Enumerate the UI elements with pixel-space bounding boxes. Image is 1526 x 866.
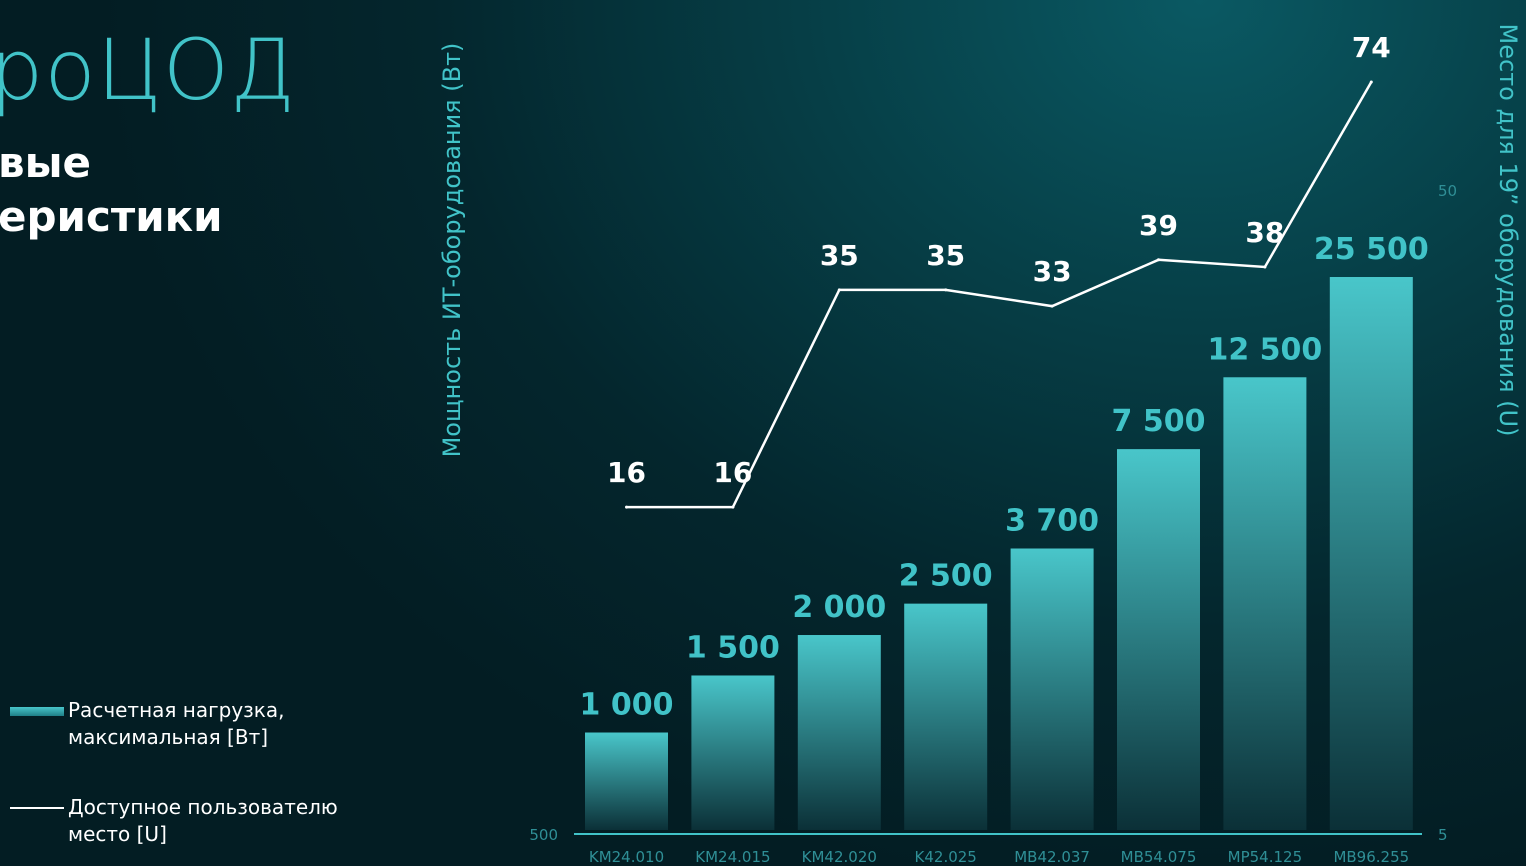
bar-value-label: 25 500 — [1314, 232, 1429, 267]
line-point — [1263, 265, 1267, 269]
y-right-tick-label: 5 — [1438, 826, 1448, 844]
bar-MB42.037 — [1010, 548, 1094, 830]
line-value-label: 39 — [1139, 209, 1178, 242]
line-value-label: 74 — [1352, 31, 1391, 64]
x-tick-label: KM24.015 — [695, 848, 770, 866]
legend-bar-swatch — [10, 707, 64, 716]
line-value-label: 16 — [713, 456, 752, 489]
legend-load-line-2: максимальная [Вт] — [68, 725, 269, 749]
x-tick-label: MB42.037 — [1014, 848, 1090, 866]
line-value-label: 35 — [820, 239, 859, 272]
bar-MB96.255 — [1329, 277, 1413, 830]
line-point — [1050, 304, 1054, 308]
legend-space-line-1: Доступное пользователю — [68, 795, 338, 819]
bar-value-label: 12 500 — [1207, 332, 1322, 367]
line-point — [625, 505, 628, 509]
bar-value-label: 1 500 — [686, 630, 780, 665]
bar-value-label: 2 500 — [899, 559, 993, 594]
legend-space-line-2: место [U] — [68, 822, 167, 846]
subtitle-line-2: еристики — [0, 192, 223, 241]
line-point — [1369, 80, 1373, 84]
bar-K42.025 — [904, 603, 988, 830]
bar-value-label: 7 500 — [1112, 404, 1206, 439]
legend-load-text: Расчетная нагрузка, максимальная [Вт] — [68, 697, 285, 751]
y-right-tick-label: 50 — [1438, 182, 1457, 200]
bar-MB54.075 — [1117, 449, 1200, 830]
x-tick-label: MB54.075 — [1121, 848, 1197, 866]
legend-space-text: Доступное пользователю место [U] — [68, 794, 338, 848]
subtitle-line-1: вые — [0, 138, 92, 187]
x-tick-label: MP54.125 — [1228, 848, 1302, 866]
bar-value-label: 3 700 — [1005, 503, 1099, 538]
line-point — [944, 288, 948, 292]
legend-line-swatch — [10, 807, 64, 809]
bar-value-label: 2 000 — [792, 590, 886, 625]
line-point — [731, 505, 735, 509]
x-tick-label: K42.025 — [915, 848, 977, 866]
line-point — [1157, 258, 1160, 262]
x-tick-label: KM42.020 — [802, 848, 877, 866]
space-line-series — [626, 81, 1373, 509]
bar-KM42.020 — [797, 635, 881, 830]
x-tick-label: MB96.255 — [1333, 848, 1409, 866]
line-point — [837, 288, 841, 292]
bar-value-label: 1 000 — [580, 688, 674, 723]
x-tick-label: KM24.010 — [589, 848, 664, 866]
line-value-label: 35 — [926, 239, 965, 272]
y-left-tick-label: 500 — [529, 826, 558, 844]
line-value-label: 38 — [1245, 216, 1284, 249]
line-value-label: 16 — [607, 456, 646, 489]
bar-KM24.015 — [691, 675, 775, 830]
line-value-label: 33 — [1033, 255, 1072, 288]
bar-MP54.125 — [1223, 377, 1307, 830]
legend-load-line-1: Расчетная нагрузка, — [68, 698, 285, 722]
bar-KM24.010 — [585, 732, 668, 830]
page-title: роЦОД — [0, 21, 297, 119]
page-subtitle: вые еристики — [0, 136, 223, 244]
